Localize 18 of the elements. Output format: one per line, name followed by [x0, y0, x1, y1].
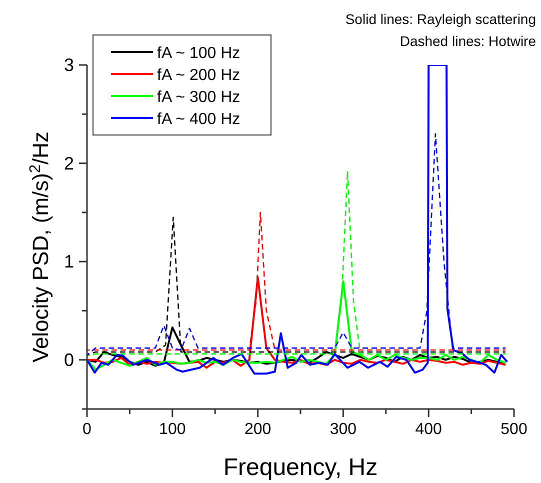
legend-label: fA ~ 200 Hz — [157, 67, 240, 84]
x-axis-title: Frequency, Hz — [223, 454, 378, 481]
y-tick-label: 3 — [64, 55, 74, 75]
line-series — [87, 65, 508, 375]
y-tick-label: 2 — [64, 153, 74, 174]
legend-label: fA ~ 400 Hz — [157, 111, 240, 128]
x-tick-label: 400 — [415, 421, 442, 438]
y-tick-label: 0 — [64, 350, 74, 370]
legend-label: fA ~ 100 Hz — [157, 45, 240, 62]
x-tick-label: 0 — [82, 421, 92, 438]
text: Dashed lines: Hotwire — [400, 33, 536, 49]
text: Solid lines: Rayleigh scattering — [345, 11, 536, 27]
x-tick-label: 100 — [159, 421, 186, 438]
x-tick-label: 500 — [500, 421, 528, 438]
legend-label: fA ~ 300 Hz — [157, 89, 240, 106]
x-tick-label: 300 — [330, 421, 357, 438]
x-tick-label: 200 — [244, 421, 272, 438]
y-tick-label: 1 — [64, 252, 74, 272]
